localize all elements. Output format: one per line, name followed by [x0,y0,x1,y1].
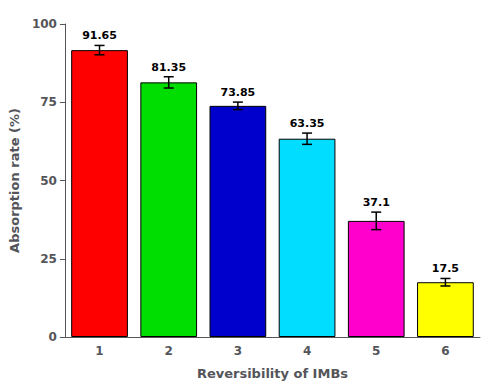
svg-text:63.35: 63.35 [290,117,325,130]
svg-text:75: 75 [40,95,57,109]
svg-text:Reversibility of IMBs: Reversibility of IMBs [197,366,348,381]
svg-text:73.85: 73.85 [220,86,255,99]
svg-text:5: 5 [372,344,380,358]
svg-text:6: 6 [441,344,449,358]
svg-text:100: 100 [32,17,57,31]
svg-text:50: 50 [40,174,57,188]
svg-text:Absorption rate (%): Absorption rate (%) [7,108,22,253]
svg-text:25: 25 [40,252,57,266]
svg-text:1: 1 [95,344,103,358]
svg-text:3: 3 [234,344,242,358]
svg-text:81.35: 81.35 [151,61,186,74]
svg-text:37.1: 37.1 [363,196,390,209]
svg-text:2: 2 [165,344,173,358]
svg-text:91.65: 91.65 [82,29,117,42]
svg-text:0: 0 [49,330,57,344]
svg-text:17.5: 17.5 [432,262,459,275]
svg-text:4: 4 [303,344,311,358]
